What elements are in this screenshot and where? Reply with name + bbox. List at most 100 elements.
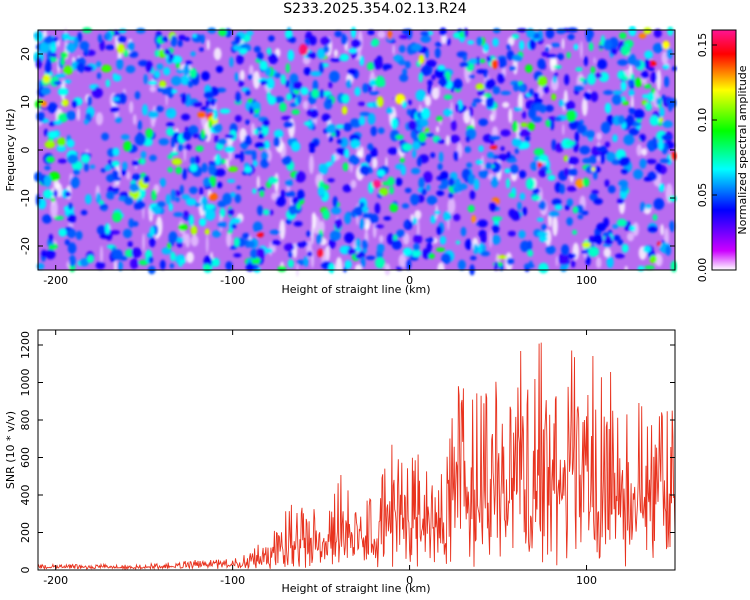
- heatmap-cell: [655, 97, 661, 106]
- heatmap-cell: [511, 33, 520, 40]
- heatmap-cell: [507, 230, 516, 237]
- heatmap-cell: [127, 241, 133, 248]
- heatmap-cell: [395, 177, 403, 187]
- heatmap-cell: [185, 60, 193, 66]
- heatmap-cell: [170, 251, 176, 262]
- heatmap-cell: [222, 192, 232, 205]
- heatmap-cell: [117, 35, 127, 43]
- heatmap-cell: [326, 161, 333, 166]
- heatmap-cell: [434, 47, 441, 59]
- heatmap-cell: [96, 72, 102, 80]
- heatmap-cell: [339, 53, 350, 62]
- heatmap-cell: [190, 51, 196, 57]
- heatmap-cell: [283, 121, 294, 129]
- heatmap-cell: [148, 110, 159, 119]
- heatmap-cell: [658, 183, 665, 193]
- heatmap-cell: [126, 171, 131, 180]
- heatmap-cell: [226, 232, 232, 248]
- heatmap-cell: [450, 134, 460, 144]
- heatmap-cell: [225, 134, 235, 139]
- heatmap-cell: [620, 81, 627, 92]
- heatmap-cell: [110, 106, 120, 113]
- heatmap-cell: [566, 217, 573, 226]
- heatmap-cell: [462, 54, 467, 62]
- heatmap-cell: [206, 39, 210, 50]
- heatmap-cell: [545, 119, 552, 128]
- heatmap-cell: [655, 163, 663, 173]
- heatmap-cell: [427, 83, 432, 95]
- heatmap-cell: [61, 98, 69, 107]
- heatmap-cell: [48, 121, 56, 127]
- heatmap-cell: [602, 232, 610, 237]
- heatmap-cell: [438, 151, 444, 163]
- heatmap-cell: [149, 226, 155, 237]
- heatmap-cell: [183, 210, 189, 218]
- heatmap-cell: [443, 211, 452, 222]
- heatmap-cell: [105, 44, 115, 51]
- heatmap-cell: [203, 263, 211, 271]
- heatmap-cell: [158, 138, 170, 146]
- heatmap-cell: [291, 109, 300, 115]
- heatmap-cell: [478, 145, 484, 152]
- heatmap-cell: [594, 72, 603, 79]
- heatmap-cell: [117, 261, 124, 271]
- heatmap-x-label: Height of straight line (km): [281, 283, 430, 296]
- heatmap-cell: [170, 189, 176, 202]
- heatmap-cell: [618, 179, 629, 188]
- heatmap-cell: [581, 210, 589, 216]
- heatmap-cell: [410, 193, 419, 205]
- heatmap-cell: [656, 69, 662, 91]
- heatmap-cell: [362, 239, 368, 250]
- heatmap-cell: [642, 94, 649, 99]
- snr-frame: [37, 329, 676, 571]
- heatmap-cell: [245, 262, 255, 272]
- heatmap-cell: [254, 142, 266, 149]
- heatmap-cell: [317, 248, 324, 258]
- heatmap-cell: [132, 221, 139, 227]
- heatmap-cell: [336, 138, 343, 145]
- heatmap-cell: [662, 120, 673, 128]
- heatmap-cell: [317, 186, 325, 197]
- heatmap-cell: [395, 134, 404, 140]
- heatmap-cell: [491, 59, 499, 69]
- heatmap-cell: [446, 38, 451, 46]
- heatmap-cell: [39, 41, 50, 54]
- heatmap-cell: [548, 210, 560, 218]
- heatmap-cell: [398, 59, 406, 66]
- heatmap-cell: [177, 144, 185, 152]
- heatmap-cell: [201, 162, 208, 173]
- heatmap-cell: [666, 48, 673, 60]
- heatmap-cell: [431, 74, 436, 81]
- heatmap-cell: [528, 88, 534, 96]
- heatmap-cell: [416, 156, 422, 167]
- colorbar: [711, 29, 737, 271]
- heatmap-cell: [72, 100, 78, 108]
- heatmap-cell: [215, 168, 226, 177]
- heatmap-cell: [604, 102, 612, 114]
- heatmap-cell: [481, 244, 486, 252]
- colorbar-axis: 0.00 0.05 0.10 0.15: [696, 33, 717, 282]
- heatmap-cell: [362, 247, 368, 254]
- heatmap-cell: [341, 105, 348, 115]
- heatmap-cell: [572, 206, 579, 214]
- x-tick-label: 0: [406, 274, 413, 287]
- heatmap-cell: [291, 197, 300, 205]
- heatmap-cell: [133, 202, 140, 210]
- heatmap-cell: [184, 126, 190, 132]
- heatmap-cell: [667, 26, 674, 36]
- heatmap-cell: [242, 232, 250, 239]
- heatmap-cell: [148, 80, 158, 86]
- heatmap-cell: [308, 154, 314, 175]
- heatmap-cell: [588, 42, 594, 52]
- heatmap-cell: [307, 251, 313, 257]
- heatmap-cell: [225, 158, 229, 169]
- heatmap-cell: [348, 154, 360, 166]
- heatmap-cell: [477, 219, 488, 228]
- heatmap-cell: [523, 263, 535, 269]
- heatmap-cell: [628, 106, 636, 115]
- heatmap-cell: [133, 114, 137, 125]
- heatmap-cell: [415, 89, 426, 102]
- heatmap-cell: [74, 36, 79, 49]
- heatmap-cell: [75, 230, 83, 240]
- heatmap-cell: [645, 204, 652, 210]
